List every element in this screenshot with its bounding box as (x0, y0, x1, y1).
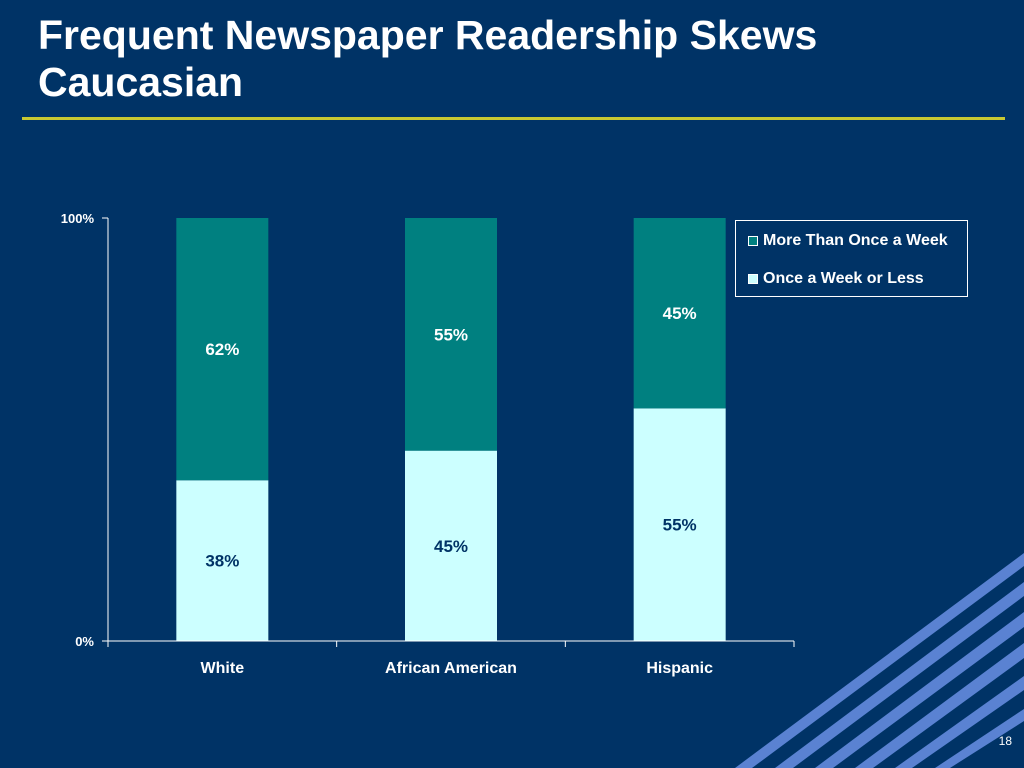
data-label-once-or-less-2: 55% (663, 516, 697, 535)
y-tick-label: 0% (75, 634, 94, 649)
data-label-once-or-less-1: 45% (434, 537, 468, 556)
page-number: 18 (998, 734, 1012, 748)
legend-swatch-once-or-less (748, 274, 758, 284)
legend-item-more-than-once: More Than Once a Week (748, 232, 948, 250)
title-divider (22, 117, 1005, 120)
data-label-once-or-less-0: 38% (205, 552, 239, 571)
data-label-more-than-once-2: 45% (663, 304, 697, 323)
bar-more-than-once-2 (633, 218, 726, 409)
bar-more-than-once-0 (176, 218, 269, 481)
data-label-more-than-once-1: 55% (434, 325, 468, 344)
x-tick-label: African American (385, 660, 517, 677)
legend-label-more-than-once: More Than Once a Week (763, 232, 948, 249)
slide-title: Frequent Newspaper Readership Skews Cauc… (38, 12, 818, 105)
y-tick-label: 100% (61, 211, 95, 226)
data-label-more-than-once-0: 62% (205, 340, 239, 359)
chart-legend: More Than Once a Week Once a Week or Les… (735, 220, 968, 297)
legend-item-once-or-less: Once a Week or Less (748, 270, 924, 288)
bar-more-than-once-1 (405, 218, 497, 451)
bar-once-or-less-2 (633, 408, 726, 641)
legend-label-once-or-less: Once a Week or Less (763, 270, 924, 287)
x-tick-label: Hispanic (646, 660, 713, 677)
x-tick-label: White (201, 660, 245, 677)
legend-swatch-more-than-once (748, 236, 758, 246)
bar-once-or-less-1 (405, 450, 497, 641)
bar-once-or-less-0 (176, 480, 269, 641)
